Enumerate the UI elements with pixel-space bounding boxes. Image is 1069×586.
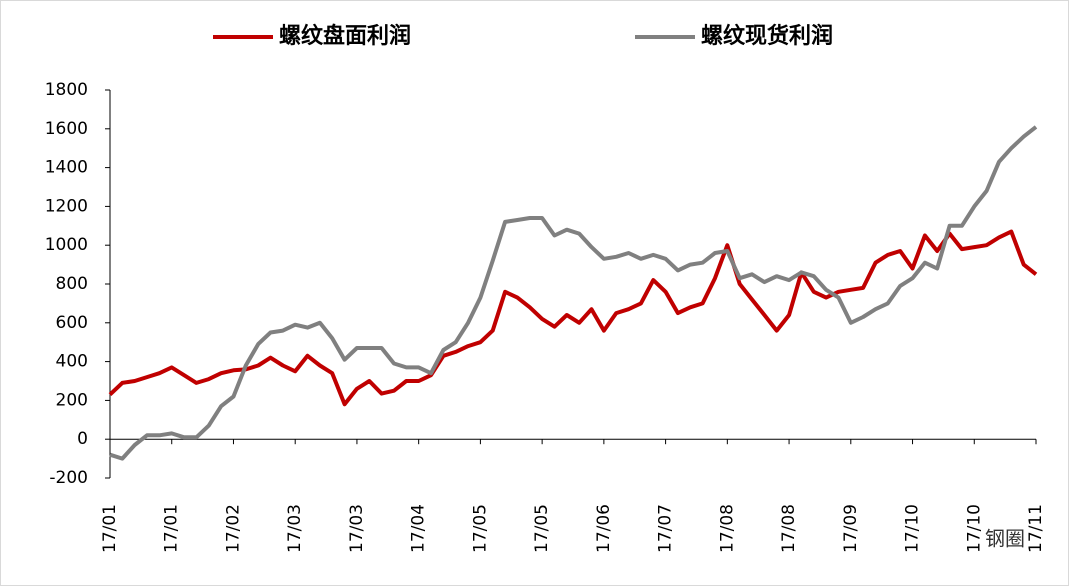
legend-label: 螺纹盘面利润 <box>279 23 411 49</box>
y-tick-label: 1200 <box>45 196 88 216</box>
y-tick-label: 400 <box>56 352 88 372</box>
y-tick-label: 1400 <box>45 158 88 178</box>
y-tick-label: 1800 <box>45 80 88 100</box>
x-tick-label: 17/06 <box>594 504 614 553</box>
x-tick-label: 17/09 <box>841 504 861 553</box>
x-tick-label: 17/04 <box>409 504 429 553</box>
x-tick-label: 17/05 <box>532 504 552 553</box>
x-tick-label: 17/03 <box>285 504 305 553</box>
legend-label: 螺纹现货利润 <box>701 23 833 49</box>
x-tick-label: 17/03 <box>347 504 367 553</box>
x-tick-label: 17/08 <box>779 504 799 553</box>
watermark: 钢圈 <box>985 527 1025 551</box>
x-tick-label: 17/11 <box>1026 504 1046 553</box>
y-tick-label: 200 <box>56 390 88 410</box>
y-tick-label: 800 <box>56 274 88 294</box>
x-tick-label: 17/05 <box>470 504 490 553</box>
y-tick-label: -200 <box>49 468 88 488</box>
x-tick-label: 17/08 <box>717 504 737 553</box>
x-tick-label: 17/10 <box>903 504 923 553</box>
x-tick-label: 17/07 <box>656 504 676 553</box>
y-tick-label: 1000 <box>45 235 88 255</box>
y-tick-label: 0 <box>77 429 88 449</box>
y-tick-label: 600 <box>56 313 88 333</box>
x-tick-label: 17/10 <box>964 504 984 553</box>
x-tick-label: 17/02 <box>223 504 243 553</box>
series-line <box>109 125 1038 461</box>
x-tick-label: 17/01 <box>162 504 182 553</box>
y-tick-label: 1600 <box>45 119 88 139</box>
series-line <box>108 229 1038 407</box>
x-tick-label: 17/01 <box>100 504 120 553</box>
